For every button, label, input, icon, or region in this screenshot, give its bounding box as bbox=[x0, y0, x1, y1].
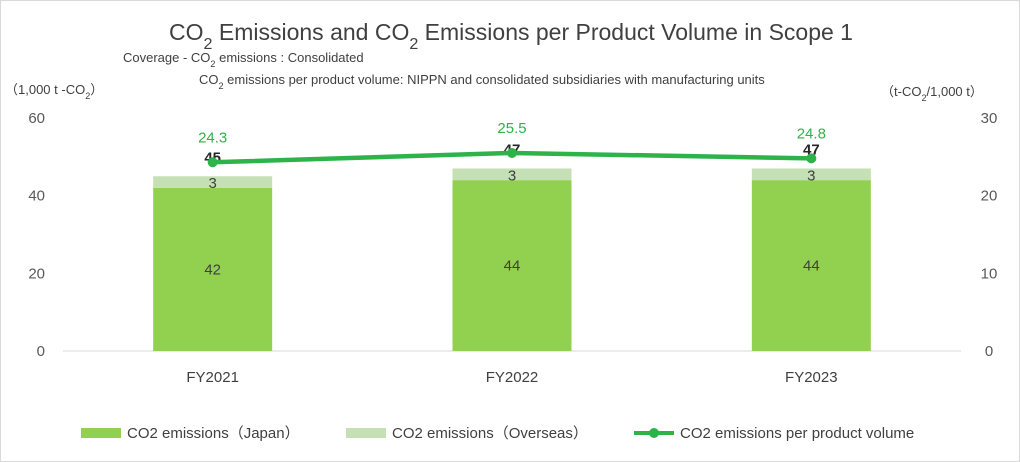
y-left-tick-label: 20 bbox=[28, 265, 45, 282]
text-part: ） bbox=[90, 82, 103, 97]
left-axis-unit: （1,000 t -CO2） bbox=[5, 82, 103, 101]
legend-label: CO2 emissions per product volume bbox=[680, 425, 914, 442]
legend-label: CO2 emissions（Japan） bbox=[127, 425, 300, 442]
y-left-tick-label: 0 bbox=[37, 343, 45, 360]
legend-label: CO2 emissions（Overseas） bbox=[392, 425, 588, 442]
bar-overseas-label: 3 bbox=[508, 167, 516, 184]
legend-swatch bbox=[81, 428, 121, 438]
bar-overseas-label: 3 bbox=[807, 167, 815, 184]
y-right-tick-label: 10 bbox=[981, 265, 998, 282]
bar-total-label: 47 bbox=[803, 141, 820, 158]
x-tick-label: FY2022 bbox=[486, 369, 539, 386]
text-part: CO bbox=[169, 19, 204, 45]
bar-japan bbox=[153, 187, 273, 351]
bar-japan bbox=[751, 180, 871, 351]
line-point-label: 24.8 bbox=[797, 125, 826, 142]
text-part: emissions : Consolidated bbox=[215, 50, 363, 65]
legend-swatch-marker bbox=[649, 428, 659, 438]
text-part: Emissions per Product Volume in Scope 1 bbox=[418, 19, 853, 45]
line-point bbox=[507, 147, 517, 158]
y-right-tick-label: 20 bbox=[981, 188, 998, 205]
subscript-text: 2 bbox=[409, 35, 418, 53]
bar-japan-label: 42 bbox=[204, 261, 221, 278]
text-part: /1,000 t） bbox=[927, 84, 983, 99]
x-tick-label: FY2021 bbox=[186, 369, 239, 386]
subscript-text: 2 bbox=[204, 35, 213, 53]
bar-overseas-label: 3 bbox=[208, 175, 216, 192]
text-part: （1,000 t -CO bbox=[5, 82, 85, 97]
y-right-tick-label: 0 bbox=[985, 343, 993, 360]
right-axis-unit: （t-CO2/1,000 t） bbox=[881, 84, 983, 103]
plot-area: 0204060010203042345FY202144347FY20224434… bbox=[28, 110, 997, 386]
chart-title: CO2 Emissions and CO2 Emissions per Prod… bbox=[169, 19, 853, 53]
subscript-text: 2 bbox=[921, 93, 926, 103]
legend: CO2 emissions（Japan） CO2 emissions（Overse… bbox=[81, 425, 914, 442]
chart-subtitle-coverage: Coverage - CO2 emissions : Consolidated bbox=[123, 50, 364, 69]
bar-japan-label: 44 bbox=[803, 258, 820, 275]
text-part: Emissions and CO bbox=[212, 19, 409, 45]
bar-overseas bbox=[153, 176, 273, 188]
text-part: （t-CO bbox=[881, 84, 921, 99]
y-right-tick-label: 30 bbox=[981, 110, 998, 127]
line-point bbox=[207, 157, 218, 168]
bar-overseas bbox=[751, 168, 871, 181]
subscript-text: 2 bbox=[210, 59, 215, 69]
x-tick-label: FY2023 bbox=[785, 369, 838, 386]
text-part: Coverage - CO bbox=[123, 50, 210, 65]
text-part: emissions per product volume: NIPPN and … bbox=[224, 72, 766, 87]
subscript-text: 2 bbox=[85, 91, 90, 101]
bar-overseas bbox=[452, 168, 572, 181]
bar-japan bbox=[452, 180, 572, 351]
line-point bbox=[806, 153, 817, 164]
y-left-tick-label: 40 bbox=[28, 188, 45, 205]
legend-swatch bbox=[346, 428, 386, 438]
text-part: CO bbox=[199, 72, 219, 87]
y-left-tick-label: 60 bbox=[28, 110, 45, 127]
bar-japan-label: 44 bbox=[504, 258, 521, 275]
line-point-label: 25.5 bbox=[497, 120, 526, 137]
chart-subtitle-product-volume: CO2 emissions per product volume: NIPPN … bbox=[199, 72, 765, 91]
subscript-text: 2 bbox=[219, 81, 224, 91]
line-point-label: 24.3 bbox=[198, 129, 227, 146]
